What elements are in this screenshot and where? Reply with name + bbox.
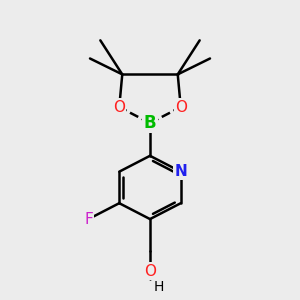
Text: B: B [144,114,156,132]
Text: O: O [144,263,156,278]
Text: F: F [84,212,93,226]
Text: O: O [113,100,125,115]
Text: O: O [175,100,187,115]
Text: H: H [154,280,164,294]
Text: N: N [174,164,187,179]
